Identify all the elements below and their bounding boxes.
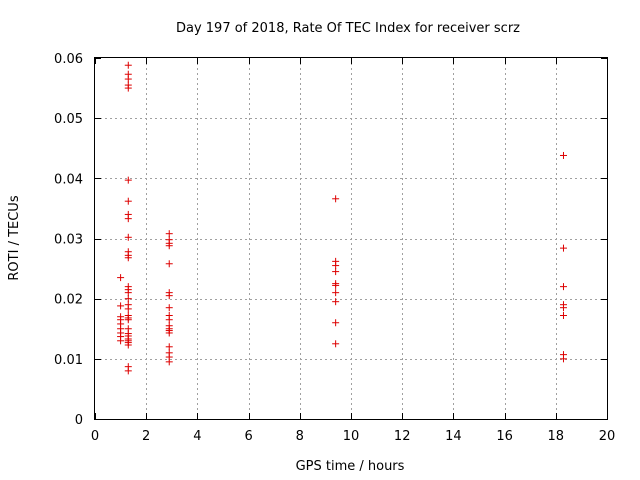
data-point xyxy=(165,329,173,337)
x-tick-label: 2 xyxy=(142,429,150,444)
y-tick-labels: 0 0.01 0.02 0.03 0.04 0.05 0.06 xyxy=(54,52,83,428)
x-tick-label: 6 xyxy=(244,429,252,444)
data-point xyxy=(332,195,340,203)
x-tick-label: 8 xyxy=(296,429,304,444)
x-tick-label: 4 xyxy=(193,429,201,444)
y-axis-label: ROTI / TECUs xyxy=(7,195,22,280)
data-point xyxy=(117,274,125,282)
data-point xyxy=(559,304,567,312)
data-point xyxy=(332,268,340,276)
data-point xyxy=(332,298,340,306)
data-point xyxy=(124,305,132,313)
data-point xyxy=(559,244,567,252)
data-point xyxy=(332,319,340,327)
x-tick-label: 18 xyxy=(548,429,565,444)
data-point xyxy=(124,254,132,262)
data-point xyxy=(124,176,132,184)
x-tick-label: 16 xyxy=(496,429,513,444)
y-tick-label: 0.01 xyxy=(54,353,83,368)
data-point xyxy=(117,337,125,345)
y-tick-label: 0 xyxy=(75,413,83,428)
data-points xyxy=(117,61,567,375)
x-axis-label: GPS time / hours xyxy=(296,459,405,474)
data-point xyxy=(117,302,125,310)
data-point xyxy=(124,316,132,324)
data-point xyxy=(165,304,173,312)
data-point xyxy=(124,295,132,303)
y-tick-label: 0.06 xyxy=(54,52,83,67)
data-point xyxy=(165,292,173,300)
x-tick-labels: 0 2 4 6 8 10 12 14 16 18 20 xyxy=(91,429,615,444)
y-tick-label: 0.03 xyxy=(54,233,83,248)
data-point xyxy=(165,343,173,351)
data-point xyxy=(332,340,340,348)
data-point xyxy=(124,367,132,375)
x-tick-label: 20 xyxy=(599,429,616,444)
y-tick-label: 0.04 xyxy=(54,172,83,187)
chart-title: Day 197 of 2018, Rate Of TEC Index for r… xyxy=(176,21,520,36)
data-point xyxy=(124,197,132,205)
y-tick-label: 0.05 xyxy=(54,112,83,127)
data-point xyxy=(559,151,567,159)
grid-lines xyxy=(95,58,607,419)
data-point xyxy=(559,312,567,320)
data-point xyxy=(165,230,173,238)
data-point xyxy=(559,283,567,291)
plot-frame xyxy=(94,57,608,420)
x-tick-label: 10 xyxy=(343,429,360,444)
x-tick-label: 14 xyxy=(445,429,462,444)
x-tick-label: 12 xyxy=(394,429,411,444)
data-point xyxy=(165,260,173,268)
data-point xyxy=(124,75,132,83)
data-point xyxy=(332,281,340,289)
data-point xyxy=(124,233,132,241)
data-point xyxy=(124,289,132,297)
data-point xyxy=(124,84,132,92)
data-point xyxy=(124,61,132,69)
data-point xyxy=(332,262,340,270)
data-point xyxy=(332,289,340,297)
data-point xyxy=(165,358,173,366)
data-point xyxy=(124,215,132,223)
x-tick-label: 0 xyxy=(91,429,99,444)
data-point xyxy=(165,316,173,324)
y-tick-label: 0.02 xyxy=(54,293,83,308)
data-point xyxy=(124,341,132,349)
data-point xyxy=(559,355,567,363)
data-point xyxy=(165,242,173,250)
